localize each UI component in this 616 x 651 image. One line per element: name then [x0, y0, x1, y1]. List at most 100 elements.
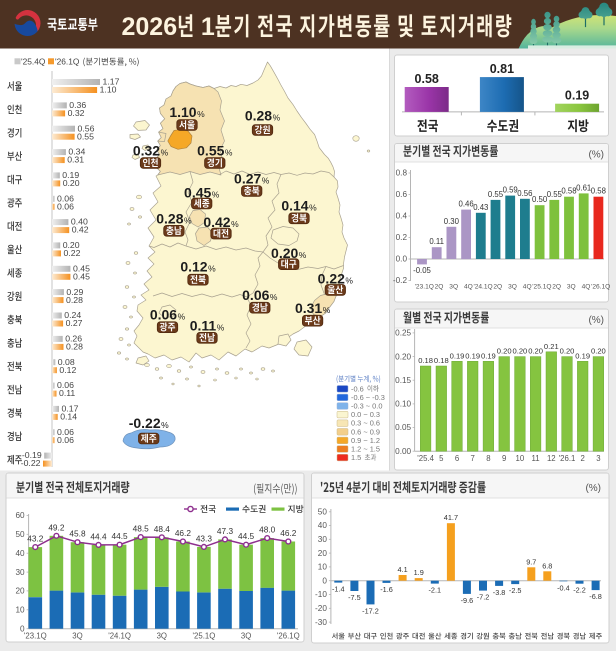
svg-text:0.12: 0.12 [59, 365, 76, 375]
svg-text:3Q: 3Q [567, 284, 576, 291]
svg-text:0.55: 0.55 [547, 190, 563, 199]
svg-text:0.59: 0.59 [503, 186, 518, 195]
svg-text:0.31: 0.31 [67, 155, 84, 165]
svg-text:0.14%: 0.14% [281, 198, 317, 214]
svg-text:0.32%: 0.32% [133, 142, 169, 158]
svg-text:0.42: 0.42 [72, 225, 89, 235]
svg-text:-30: -30 [315, 618, 327, 627]
svg-text:4Q: 4Q [464, 284, 473, 291]
svg-text:1.10%: 1.10% [169, 104, 205, 120]
svg-text:10: 10 [318, 563, 328, 572]
svg-text:48.4: 48.4 [154, 524, 171, 534]
svg-text:46.2: 46.2 [175, 528, 192, 538]
svg-text:43.3: 43.3 [196, 533, 213, 543]
svg-text:0.14: 0.14 [60, 412, 77, 422]
svg-text:0.19: 0.19 [62, 170, 79, 180]
svg-text:0.8: 0.8 [396, 169, 408, 178]
svg-text:-1.4: -1.4 [332, 585, 345, 594]
svg-text:0.22%: 0.22% [318, 271, 354, 287]
svg-text:-2.1: -2.1 [429, 586, 442, 595]
svg-text:0.25: 0.25 [395, 329, 411, 338]
svg-text:30: 30 [15, 568, 25, 577]
svg-text:0.20: 0.20 [528, 347, 543, 356]
svg-text:-7.5: -7.5 [348, 593, 361, 602]
svg-text:0.24: 0.24 [64, 310, 81, 320]
svg-text:0.08: 0.08 [58, 357, 75, 367]
svg-text:0.17: 0.17 [62, 404, 79, 414]
svg-text:47.3: 47.3 [217, 526, 234, 536]
svg-text:0.20: 0.20 [63, 240, 80, 250]
svg-text:48.5: 48.5 [133, 524, 150, 534]
svg-text:1.17: 1.17 [103, 77, 120, 87]
svg-text:43.2: 43.2 [27, 534, 44, 544]
svg-text:'23.1Q: '23.1Q [415, 284, 434, 291]
svg-text:3Q: 3Q [449, 284, 458, 291]
svg-text:0.26: 0.26 [65, 334, 82, 344]
svg-text:4.1: 4.1 [398, 565, 408, 574]
svg-text:0.36: 0.36 [69, 100, 86, 110]
svg-text:-0.05: -0.05 [413, 266, 431, 275]
svg-text:0.27: 0.27 [66, 318, 83, 328]
svg-text:46.2: 46.2 [280, 528, 297, 538]
svg-text:60: 60 [15, 511, 25, 520]
svg-text:0.10: 0.10 [395, 400, 411, 409]
svg-text:-0.6 ~ -0.3: -0.6 ~ -0.3 [351, 393, 385, 402]
svg-text:0.12%: 0.12% [180, 258, 216, 274]
svg-text:0.27%: 0.27% [234, 171, 270, 187]
svg-text:0.45: 0.45 [73, 263, 90, 273]
svg-text:0.28: 0.28 [66, 342, 83, 352]
svg-text:8: 8 [486, 454, 490, 463]
svg-text:-0.22%: -0.22% [129, 415, 169, 431]
svg-text:0.06: 0.06 [57, 201, 74, 211]
svg-text:10: 10 [516, 454, 525, 463]
svg-text:0.20: 0.20 [560, 347, 575, 356]
svg-text:0.29: 0.29 [66, 287, 83, 297]
svg-text:0.56: 0.56 [78, 123, 95, 133]
svg-text:48.0: 48.0 [259, 525, 276, 535]
svg-text:1.10: 1.10 [100, 85, 117, 95]
svg-text:0.15: 0.15 [395, 376, 411, 385]
svg-text:'26.1Q: '26.1Q [55, 57, 80, 67]
svg-text:9: 9 [502, 454, 506, 463]
svg-text:0.30: 0.30 [444, 217, 460, 226]
svg-text:-0.4: -0.4 [557, 583, 570, 592]
svg-text:0.45: 0.45 [73, 271, 90, 281]
svg-text:0.50: 0.50 [532, 195, 548, 204]
svg-text:0.06%: 0.06% [242, 287, 278, 303]
svg-text:20: 20 [15, 587, 25, 596]
svg-text:0.58: 0.58 [591, 187, 606, 196]
svg-text:'25.1Q: '25.1Q [532, 284, 551, 291]
svg-text:2Q: 2Q [493, 284, 502, 291]
svg-text:20: 20 [318, 549, 328, 558]
svg-text:0.06: 0.06 [57, 435, 74, 445]
svg-text:0.42%: 0.42% [203, 214, 239, 230]
svg-text:0.20: 0.20 [513, 347, 528, 356]
svg-text:2026: 2026 [122, 13, 178, 41]
svg-text:-0.6: -0.6 [351, 384, 364, 393]
svg-text:45.8: 45.8 [69, 529, 86, 539]
svg-text:0.20: 0.20 [63, 178, 80, 188]
svg-text:0.46: 0.46 [459, 200, 474, 209]
svg-text:0.21: 0.21 [544, 342, 559, 351]
svg-text:2: 2 [581, 454, 585, 463]
svg-text:0.0 ~ 0.3: 0.0 ~ 0.3 [351, 410, 380, 419]
svg-text:-17.2: -17.2 [362, 606, 379, 615]
svg-text:44.5: 44.5 [238, 531, 255, 541]
svg-text:9.7: 9.7 [526, 557, 536, 566]
svg-text:0.19: 0.19 [565, 89, 589, 103]
svg-text:30: 30 [318, 535, 328, 544]
svg-text:-0.3 ~ 0.0: -0.3 ~ 0.0 [351, 402, 382, 411]
svg-text:0.81: 0.81 [490, 62, 514, 76]
svg-text:0.20%: 0.20% [271, 245, 307, 261]
svg-text:2Q: 2Q [435, 284, 444, 291]
svg-text:0.06: 0.06 [57, 380, 74, 390]
svg-text:12: 12 [547, 454, 556, 463]
svg-text:0.6 ~ 0.9: 0.6 ~ 0.9 [351, 427, 380, 436]
svg-text:0.28%: 0.28% [245, 107, 281, 123]
svg-text:7: 7 [471, 454, 475, 463]
svg-text:0.00: 0.00 [395, 447, 411, 456]
svg-text:0.06%: 0.06% [150, 307, 186, 323]
svg-text:0.6: 0.6 [396, 190, 408, 199]
svg-text:'25.4Q: '25.4Q [21, 57, 46, 67]
svg-text:0.19: 0.19 [450, 351, 465, 360]
